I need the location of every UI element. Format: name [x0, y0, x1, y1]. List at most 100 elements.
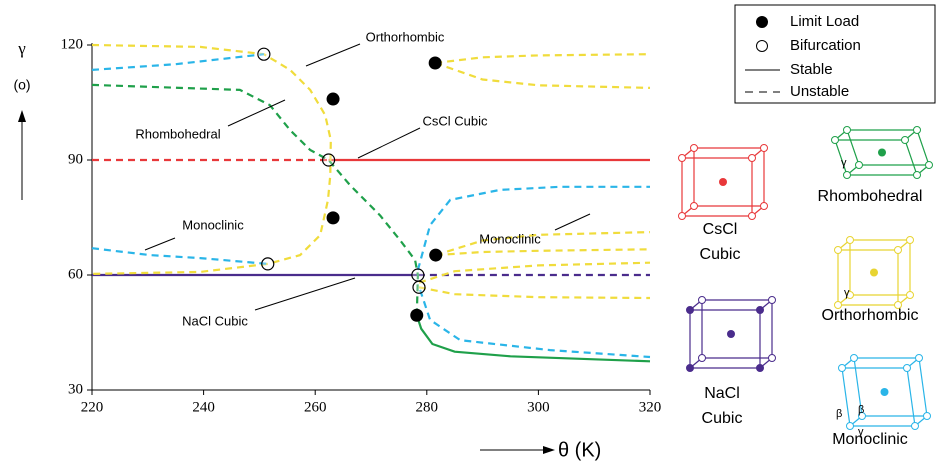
x-tick-label: 320 — [639, 399, 662, 415]
annotation: CsCl Cubic — [422, 113, 488, 128]
x-arrow-head — [543, 446, 555, 454]
curve — [92, 54, 264, 70]
x-label: θ (K) — [558, 439, 601, 461]
bifurcation-point — [412, 269, 424, 281]
legend-label: Unstable — [790, 83, 849, 100]
crystal-atom — [844, 172, 851, 179]
curve — [419, 287, 650, 298]
legend-symbol — [756, 16, 768, 28]
structure-label: Orthorhombic — [822, 307, 919, 324]
x-tick-label: 260 — [304, 399, 327, 415]
crystal-atom — [881, 388, 889, 396]
crystal-atom — [902, 137, 909, 144]
curve — [419, 263, 650, 283]
crystal-atom — [687, 307, 694, 314]
crystal-atom — [761, 145, 768, 152]
crystal-atom — [691, 145, 698, 152]
crystal-atom — [914, 172, 921, 179]
crystal-atom — [856, 162, 863, 169]
crystal-atom — [691, 203, 698, 210]
angle-label: β — [858, 404, 864, 416]
curve — [417, 315, 650, 361]
crystal-face — [842, 368, 915, 426]
limit-load-point — [429, 249, 442, 262]
annotation-leader — [255, 278, 355, 310]
crystal-atom — [727, 330, 735, 338]
crystal-atom — [847, 237, 854, 244]
annotation: NaCl Cubic — [182, 313, 248, 328]
crystal-face — [854, 358, 927, 416]
angle-label: β — [836, 408, 842, 420]
y-unit: (o) — [13, 77, 30, 93]
curve — [436, 249, 650, 255]
angle-label: γ — [841, 157, 847, 169]
annotation: Rhombohedral — [135, 126, 220, 141]
y-tick-label: 90 — [68, 151, 83, 167]
crystal-atom — [912, 423, 919, 430]
crystal-atom — [847, 423, 854, 430]
crystal-atom — [769, 355, 776, 362]
curve — [92, 45, 331, 274]
annotation-leader — [145, 238, 175, 250]
angle-label: γ — [844, 287, 850, 299]
structure-label: NaCl — [704, 385, 740, 402]
crystal-face — [835, 140, 917, 175]
crystal-atom — [916, 355, 923, 362]
curve — [435, 54, 650, 63]
y-tick-label: 120 — [61, 36, 84, 52]
crystal-atom — [749, 155, 756, 162]
curve — [418, 187, 650, 270]
annotation: Monoclinic — [479, 231, 541, 246]
crystal-atom — [757, 307, 764, 314]
limit-load-point — [429, 57, 442, 70]
legend-label: Stable — [790, 61, 833, 78]
limit-load-point — [327, 93, 340, 106]
crystal-atom — [687, 365, 694, 372]
structure-label: Monoclinic — [832, 431, 908, 448]
structure-label: Cubic — [700, 246, 741, 263]
annotation: Monoclinic — [182, 217, 244, 232]
crystal-atom — [907, 292, 914, 299]
crystal-atom — [832, 137, 839, 144]
annotation-leader — [555, 214, 590, 230]
crystal-atom — [851, 355, 858, 362]
crystal-atom — [761, 203, 768, 210]
curve — [420, 290, 650, 357]
limit-load-point — [327, 211, 340, 224]
structure-label: Cubic — [702, 410, 743, 427]
crystal-atom — [844, 127, 851, 134]
crystal-atom — [769, 297, 776, 304]
crystal-atom — [757, 365, 764, 372]
crystal-atom — [914, 127, 921, 134]
legend-label: Bifurcation — [790, 37, 861, 54]
annotation-leader — [228, 100, 285, 126]
bifurcation-point — [258, 48, 270, 60]
limit-load-point — [410, 309, 423, 322]
y-tick-label: 60 — [68, 266, 83, 282]
crystal-atom — [878, 149, 886, 157]
bifurcation-point — [323, 154, 335, 166]
bifurcation-point — [262, 258, 274, 270]
bifurcation-point — [413, 281, 425, 293]
crystal-atom — [839, 365, 846, 372]
crystal-atom — [699, 355, 706, 362]
legend-label: Limit Load — [790, 13, 859, 30]
crystal-atom — [699, 297, 706, 304]
crystal-atom — [835, 247, 842, 254]
annotation: Orthorhombic — [366, 29, 445, 44]
y-tick-label: 30 — [68, 381, 83, 397]
structure-label: Rhombohedral — [818, 188, 923, 205]
annotation-leader — [306, 44, 360, 66]
x-tick-label: 240 — [192, 399, 215, 415]
chart: γ (o) θ (K) 306090120220240260280300320O… — [0, 0, 943, 466]
curve — [92, 85, 418, 315]
y-arrow-head — [18, 110, 26, 122]
crystal-atom — [926, 162, 933, 169]
crystal-atom — [749, 213, 756, 220]
crystal-atom — [907, 237, 914, 244]
structure-label: CsCl — [703, 221, 738, 238]
x-tick-label: 280 — [416, 399, 439, 415]
crystal-atom — [895, 247, 902, 254]
curve — [92, 248, 268, 264]
crystal-face — [847, 130, 929, 165]
